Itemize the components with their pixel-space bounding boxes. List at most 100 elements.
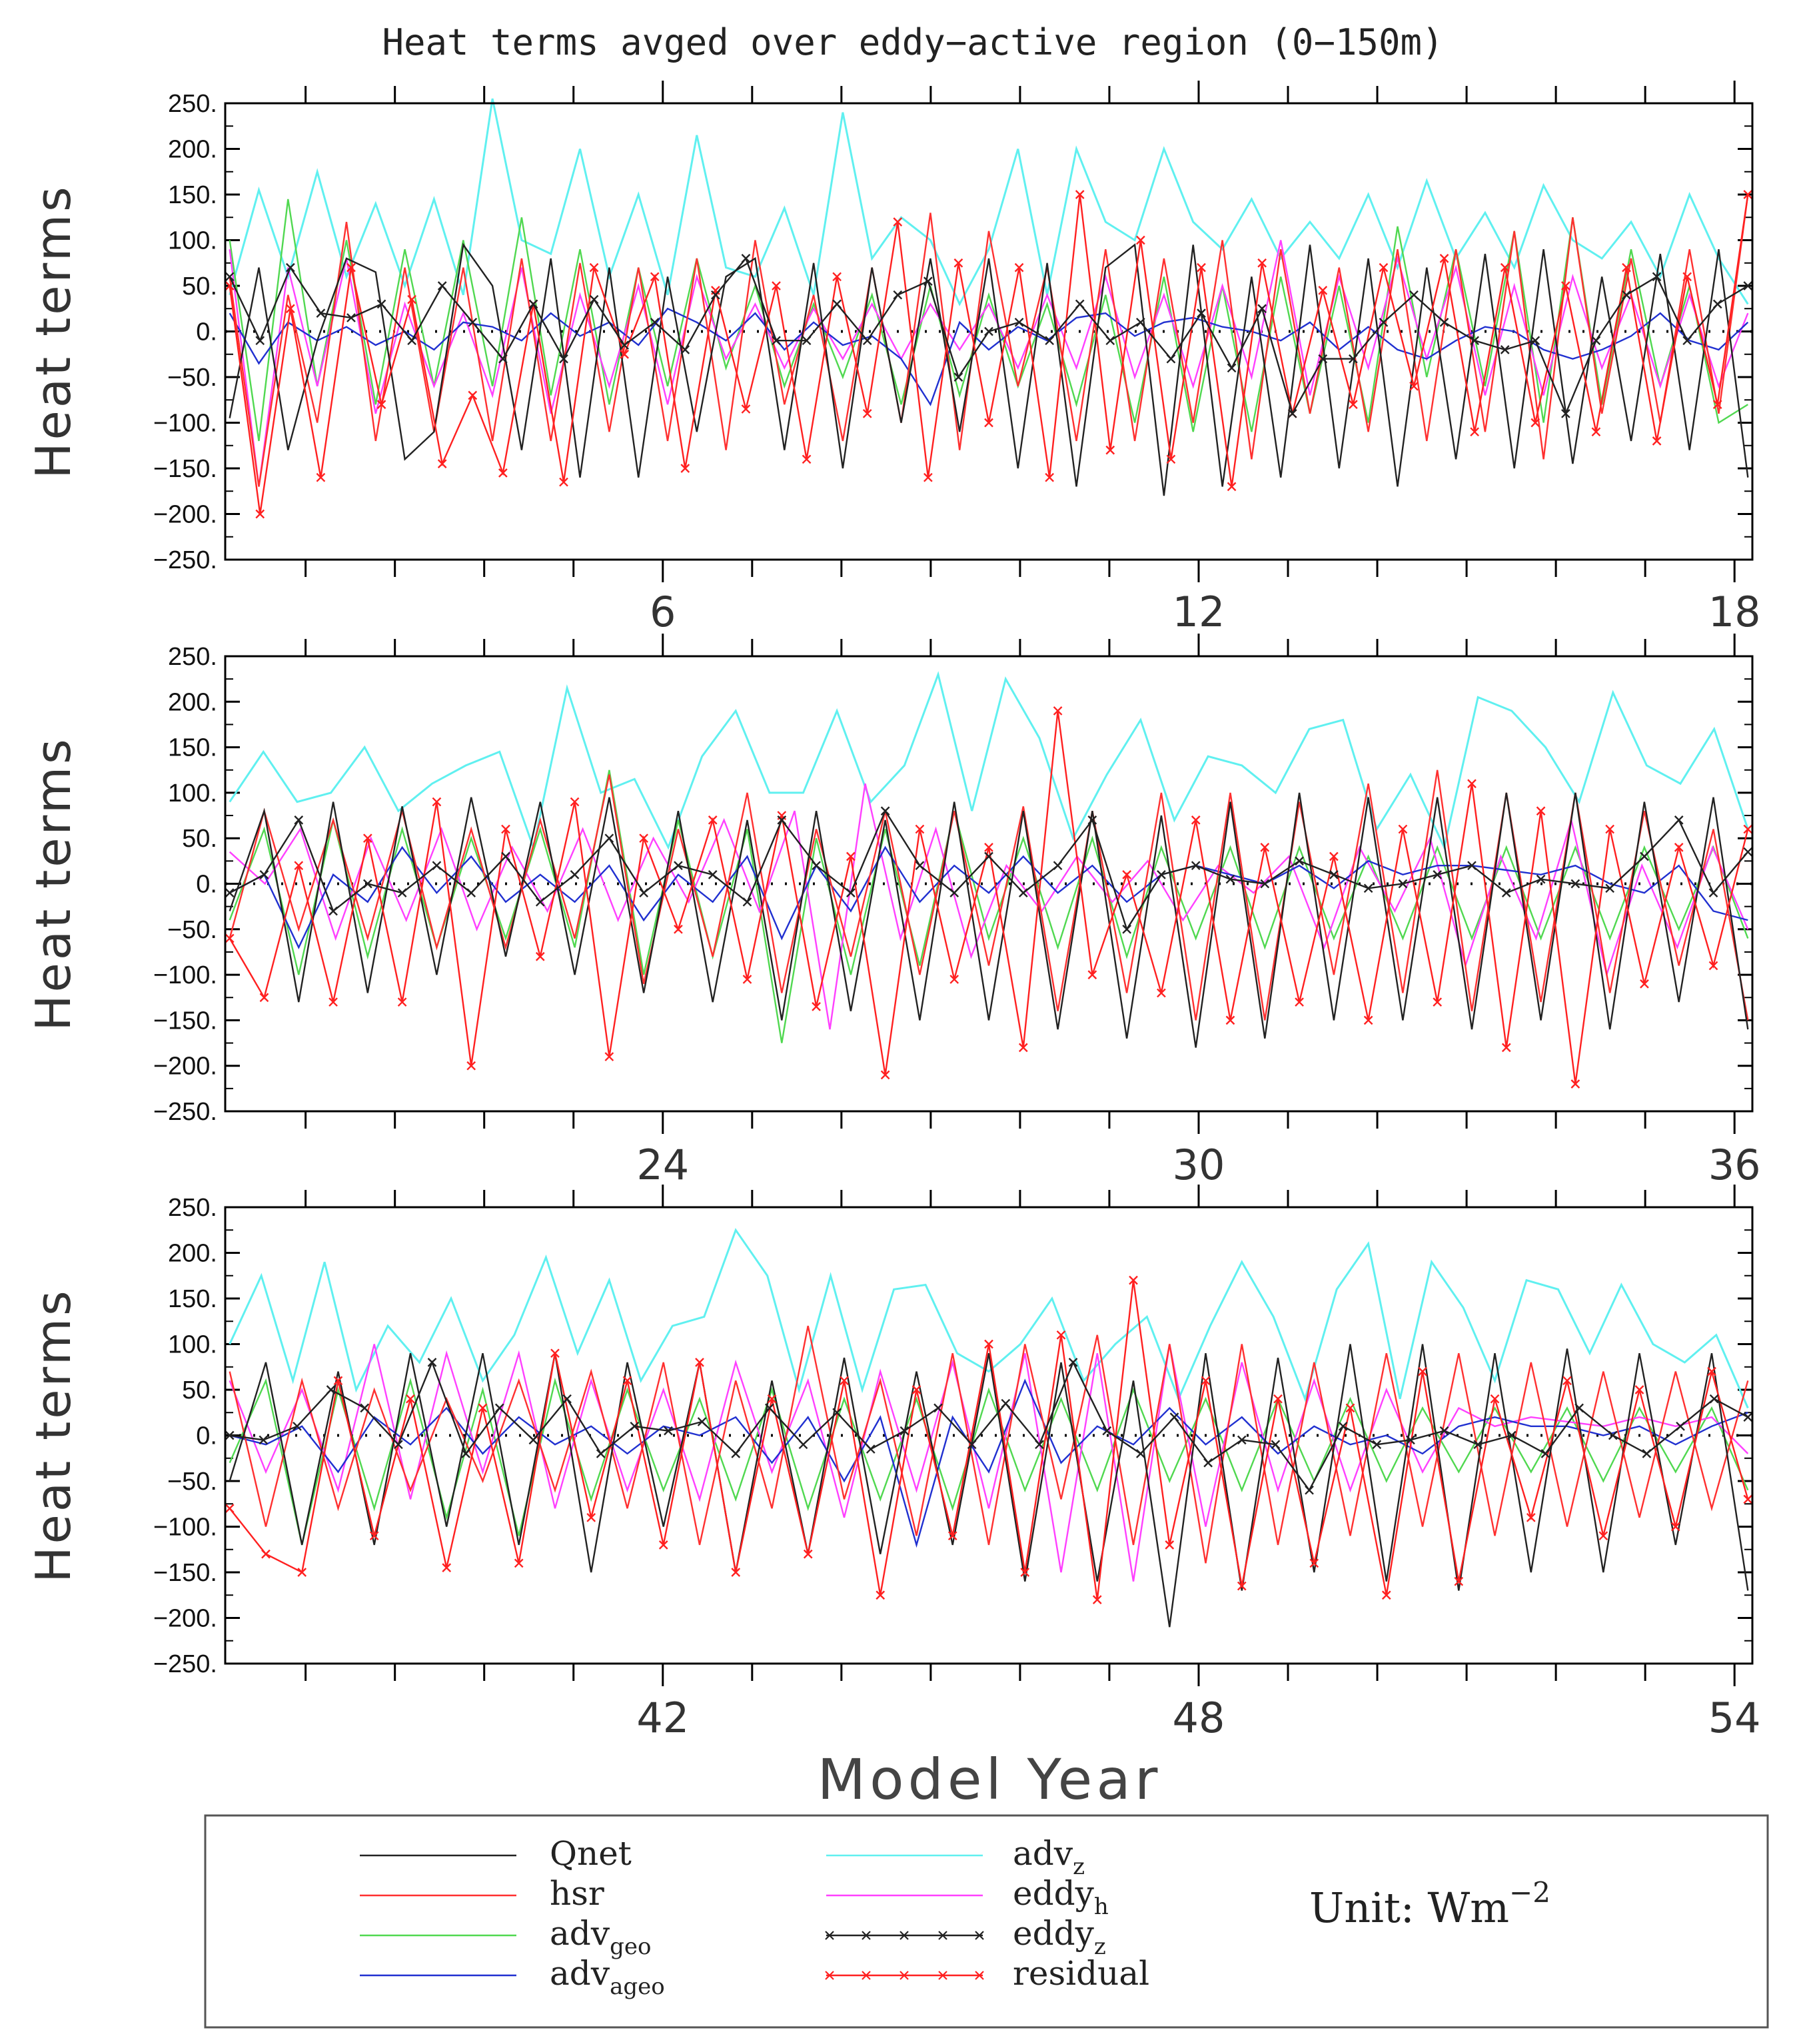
data-point-eddy_z (777, 815, 787, 825)
data-point-eddy_z (570, 869, 580, 879)
data-point-residual (1345, 1403, 1355, 1413)
y-tick-label: −250. (153, 1650, 217, 1678)
data-point-eddy_z (1605, 883, 1614, 893)
y-tick-label: 250. (168, 1194, 217, 1222)
y-tick-label: −100. (153, 1514, 217, 1542)
data-point-residual (1605, 824, 1614, 834)
data-point-eddy_z (1501, 888, 1511, 898)
data-point-residual (1018, 1043, 1028, 1053)
data-point-residual (695, 1358, 704, 1367)
data-point-eddy_z (466, 888, 476, 898)
data-point-residual (893, 217, 903, 227)
data-point-eddy_z (255, 336, 265, 346)
y-tick-label: 200. (168, 136, 217, 164)
data-point-eddy_z (1087, 815, 1097, 825)
data-point-eddy_z (394, 1440, 403, 1450)
y-tick-label: 50. (182, 1376, 217, 1404)
data-point-residual (586, 1512, 596, 1522)
data-point-residual (369, 1531, 379, 1541)
series-line-adv_geo (229, 199, 1748, 442)
data-point-eddy_z (1379, 317, 1389, 327)
data-point-eddy_z (1227, 363, 1237, 373)
data-point-residual (1561, 281, 1570, 290)
data-point-residual (294, 861, 304, 871)
data-point-residual (1225, 1015, 1235, 1025)
data-point-eddy_z (362, 879, 372, 889)
data-point-residual (1191, 815, 1201, 825)
data-point-residual (362, 833, 372, 843)
data-point-residual (570, 797, 580, 807)
data-point-residual (1165, 1540, 1175, 1550)
data-point-eddy_z (360, 1403, 370, 1413)
series-line-eddy_h (229, 1344, 1749, 1582)
data-point-residual (501, 824, 510, 834)
plot-frame (224, 655, 1754, 1113)
data-point-eddy_z (1500, 345, 1510, 354)
data-point-eddy_z (731, 1449, 741, 1458)
data-point-residual (255, 509, 265, 519)
data-point-residual (923, 472, 933, 482)
data-point-residual (376, 400, 386, 409)
data-point-residual (731, 1568, 741, 1577)
data-point-residual (1075, 190, 1085, 199)
data-point-residual (1273, 1394, 1283, 1404)
data-point-eddy_z (461, 1449, 470, 1458)
data-point-residual (1053, 706, 1063, 716)
data-point-eddy_z (596, 1449, 606, 1458)
legend-marker-eddy_z (938, 1931, 947, 1940)
data-point-eddy_z (866, 1444, 876, 1454)
data-point-residual (1122, 869, 1131, 879)
legend-label-eddy_z: eddyz (1013, 1914, 1106, 1960)
data-point-eddy_z (1203, 1458, 1213, 1468)
data-point-residual (478, 1403, 488, 1413)
series-line-qnet (229, 1344, 1749, 1628)
data-point-residual (1381, 1590, 1391, 1600)
data-point-eddy_z (437, 281, 447, 290)
data-point-eddy_z (1536, 874, 1546, 884)
data-point-eddy_z (630, 1421, 640, 1431)
data-point-residual (1622, 262, 1631, 272)
legend-marker-residual (975, 1971, 984, 1980)
y-tick-label: 100. (168, 779, 217, 807)
data-point-eddy_z (1712, 299, 1722, 309)
data-point-eddy_z (1035, 1440, 1044, 1450)
series-line-qnet (229, 792, 1749, 1048)
data-point-residual (1349, 400, 1358, 409)
data-point-residual (846, 851, 856, 861)
legend-marker-eddy_z (900, 1931, 909, 1940)
plot-area (225, 1207, 1752, 1664)
y-tick-label: 0. (196, 318, 217, 346)
data-point-residual (1634, 1385, 1644, 1394)
legend-marker-residual (825, 1971, 834, 1980)
y-tick-label: 200. (168, 1240, 217, 1268)
data-point-eddy_z (1305, 1485, 1314, 1495)
x-tick-label: 54 (1708, 1694, 1761, 1742)
data-point-residual (947, 1531, 957, 1541)
data-point-eddy_z (376, 299, 386, 309)
data-point-eddy_z (562, 1394, 572, 1404)
data-point-residual (1045, 472, 1054, 482)
data-point-eddy_z (802, 336, 812, 346)
data-point-residual (333, 1376, 343, 1386)
data-point-eddy_z (1053, 861, 1063, 871)
data-point-eddy_z (1018, 888, 1028, 898)
y-tick-label: 150. (168, 181, 217, 209)
legend-box (204, 1814, 1769, 2029)
data-point-residual (622, 1376, 632, 1386)
data-point-residual (1136, 235, 1145, 245)
data-point-eddy_z (1237, 1435, 1247, 1445)
data-point-residual (1467, 779, 1477, 789)
data-point-residual (1743, 824, 1753, 834)
data-point-residual (1674, 843, 1684, 852)
data-point-residual (1166, 454, 1176, 464)
data-point-eddy_z (900, 1426, 909, 1436)
data-point-eddy_z (1166, 354, 1176, 364)
data-point-residual (708, 815, 718, 825)
data-point-residual (1257, 258, 1267, 268)
y-tick-label: 150. (168, 1285, 217, 1313)
data-point-residual (1433, 997, 1443, 1007)
data-point-eddy_z (501, 851, 510, 861)
data-point-residual (1201, 1376, 1211, 1386)
data-point-eddy_z (1136, 317, 1145, 327)
y-tick-label: −50. (167, 364, 217, 392)
